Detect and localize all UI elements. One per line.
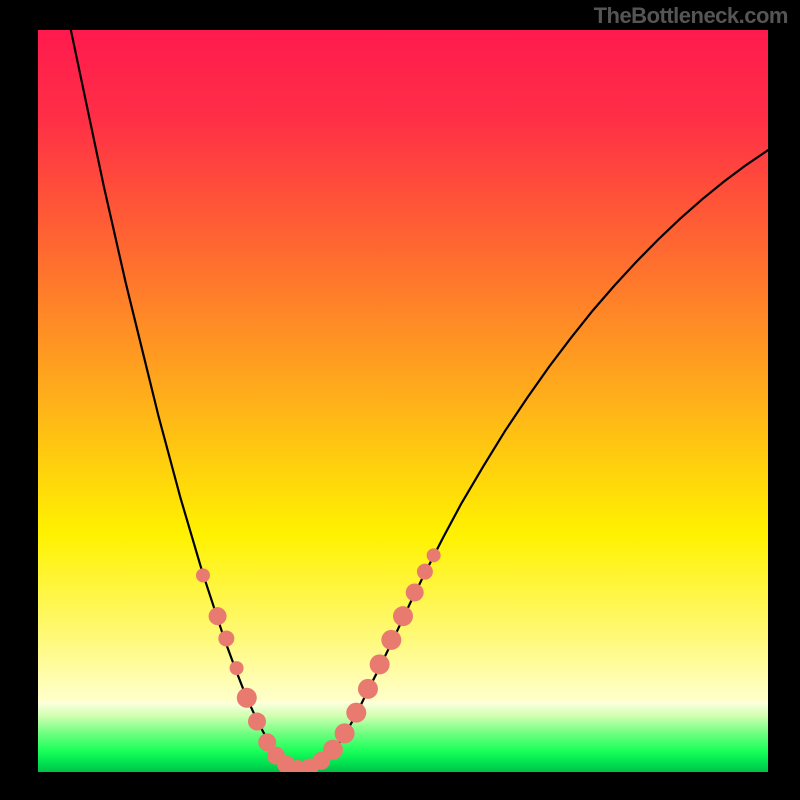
data-dot xyxy=(237,688,257,708)
data-dot xyxy=(358,679,378,699)
curve-path xyxy=(71,30,768,771)
data-dot xyxy=(335,723,355,743)
data-dot xyxy=(230,661,244,675)
watermark-text: TheBottleneck.com xyxy=(594,3,788,29)
data-dot xyxy=(346,703,366,723)
data-dot xyxy=(323,740,343,760)
data-dot xyxy=(196,568,210,582)
chart-plot-area xyxy=(38,30,768,772)
data-dot xyxy=(248,713,266,731)
data-dot xyxy=(406,583,424,601)
data-dot xyxy=(209,607,227,625)
data-dot xyxy=(381,630,401,650)
data-dot xyxy=(393,606,413,626)
data-dot xyxy=(427,548,441,562)
data-dot xyxy=(417,564,433,580)
bottleneck-curve xyxy=(38,30,768,772)
data-dot xyxy=(218,630,234,646)
data-dot xyxy=(370,654,390,674)
